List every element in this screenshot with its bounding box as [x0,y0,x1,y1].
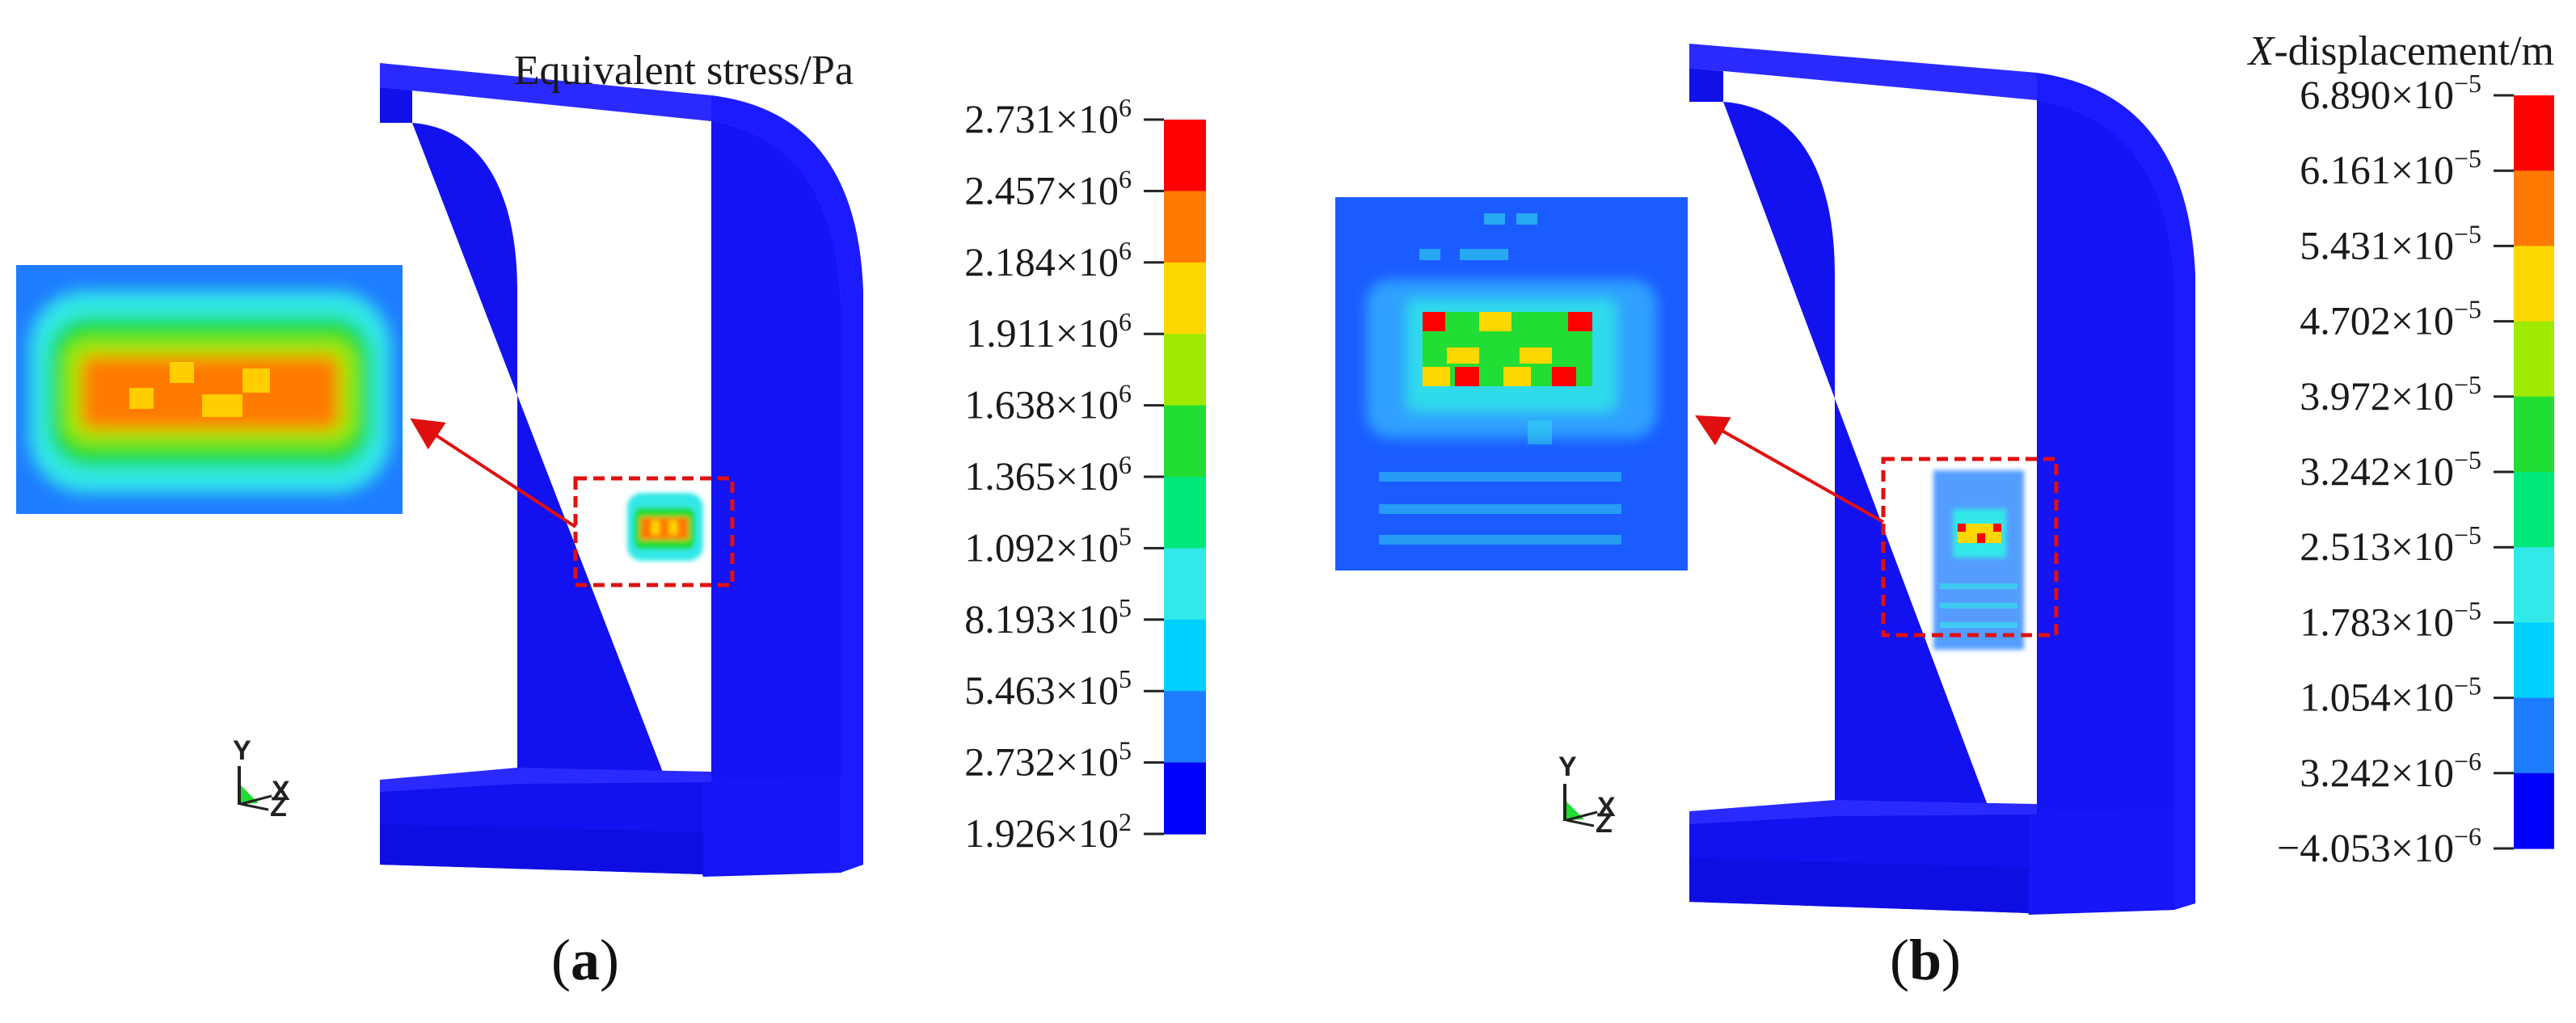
legend-b: X-displacement/m 6.890×10−5 6.161×10−5 5.4… [2247,28,2554,870]
colorbar-segment [1164,691,1206,764]
colorbar-tick-label: 1.911×106 [966,307,1132,356]
colorbar-segment [2514,396,2554,473]
colorbar-segment [2514,170,2554,246]
colorbar-segment [1164,762,1206,835]
colorbar-segment [2514,246,2554,322]
colorbar-tick-label: −4.053×10−6 [2277,822,2481,870]
colorbar-segment [1164,191,1206,263]
callout-arrow-a [410,418,577,528]
colorbar-segment [1164,120,1206,192]
colorbar-segment [1164,334,1206,406]
colorbar-tick-label: 1.054×10−5 [2300,671,2481,720]
colorbar-a: 2.731×106 2.457×106 2.184×106 1.911×106 1.63… [964,93,1206,856]
triad-z-label: Z [1596,808,1613,839]
callout-box-a [573,476,735,587]
colorbar-segment [1164,405,1206,478]
triad-y-label: Y [1558,751,1577,782]
triad-z-label: Z [270,792,287,823]
panel-b: Y X Z X-displacement/m 6.890×10−5 6.161×1… [1335,28,2554,992]
panel-label-a: (a) [551,928,619,992]
colorbar-tick-label: 5.463×105 [964,664,1132,713]
colorbar-b: 6.890×10−5 6.161×10−5 5.431×10−5 4.702×10−5… [2277,69,2554,870]
colorbar-tick-label: 6.161×10−5 [2300,144,2481,192]
triad-y-label: Y [233,735,251,766]
axis-triad-a: Y X Z [233,735,290,823]
triad-x-label: X [272,776,290,806]
triad-x-label: X [1597,792,1616,823]
colorbar-segment [1164,477,1206,549]
colorbar-segment [2514,547,2554,623]
colorbar-tick-label: 2.731×106 [964,93,1132,141]
colorbar-segment [1164,548,1206,621]
callout-arrow-b [1695,415,1884,524]
legend-title-b: X-displacement/m [2247,28,2554,74]
zoom-inset-a [16,265,403,514]
displacement-hotspot-b [1933,470,2024,650]
beam-model-a [380,63,863,877]
colorbar-segment [1164,619,1206,692]
colorbar-tick-label: 5.431×10−5 [2300,219,2481,267]
colorbar-segment [1164,262,1206,335]
zoom-inset-b [1335,197,1688,570]
colorbar-tick-label: 1.926×102 [964,807,1132,856]
callout-box-b [1881,457,2059,638]
panel-label-b: (b) [1890,928,1961,992]
stress-hotspot-a [627,493,703,561]
colorbar-segment [2514,622,2554,699]
colorbar-tick-label: 2.457×106 [964,164,1132,213]
colorbar-segment [2514,773,2554,849]
colorbar-tick-label: 2.184×106 [964,236,1132,284]
axis-triad-b: Y X Z [1558,751,1616,839]
colorbar-tick-label: 3.242×10−5 [2300,445,2481,494]
colorbar-tick-label: 1.092×105 [964,521,1132,570]
legend-a: Equivalent stress/Pa 2.731×1062.457×1062… [514,48,1206,856]
colorbar-tick-label: 2.732×105 [964,736,1132,785]
colorbar-tick-label: 8.193×105 [964,593,1132,642]
colorbar-segment [2514,95,2554,171]
colorbar-tick-label: 2.513×10−5 [2300,520,2481,569]
beam-model-b [1689,44,2195,915]
colorbar-segment [2514,697,2554,774]
colorbar-segment [2514,321,2554,398]
colorbar-tick-label: 1.365×106 [964,450,1132,499]
colorbar-tick-label: 3.972×10−5 [2300,370,2481,419]
colorbar-tick-label: 4.702×10−5 [2300,295,2481,343]
colorbar-tick-label: 6.890×10−5 [2300,69,2481,117]
colorbar-tick-label: 1.638×106 [964,379,1132,427]
panel-a: Y X Z Equivalent stress/Pa 2.731×106 2.45… [16,48,1206,992]
colorbar-tick-label: 1.783×10−5 [2300,596,2481,644]
colorbar-segment [2514,472,2554,548]
colorbar-tick-label: 3.242×10−6 [2300,747,2481,795]
legend-title-a: Equivalent stress/Pa [514,48,854,94]
